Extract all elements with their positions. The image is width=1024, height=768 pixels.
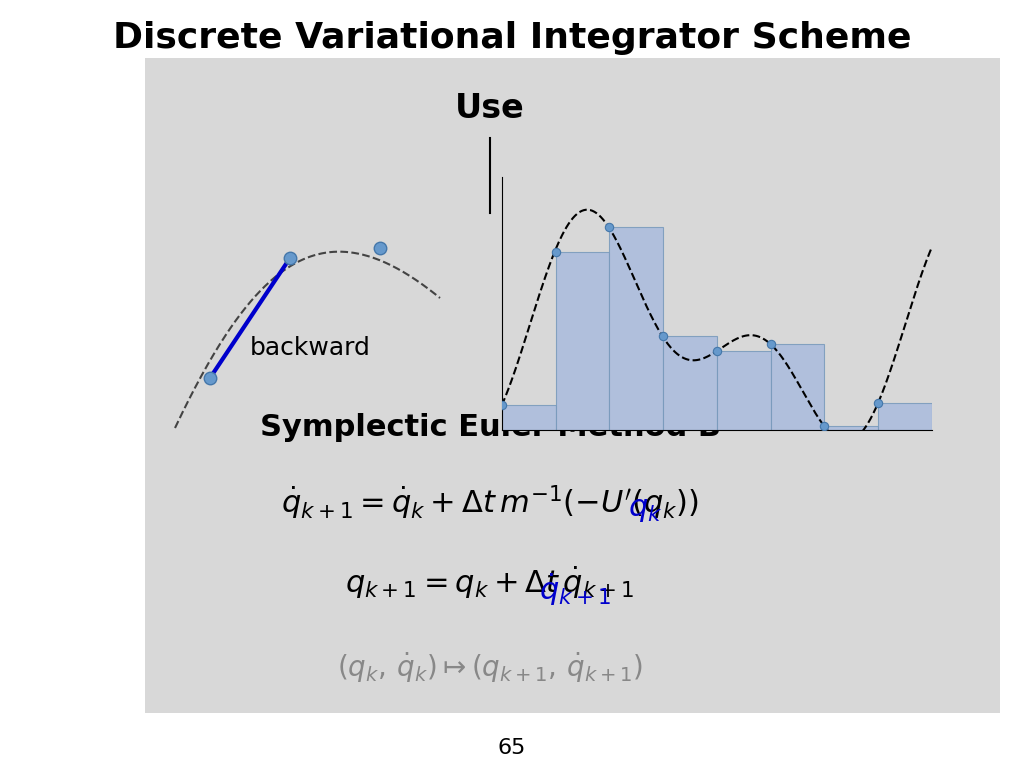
Text: backward: backward: [250, 336, 371, 360]
Bar: [878, 403, 932, 430]
Text: Use: Use: [455, 91, 525, 124]
Bar: [609, 227, 664, 430]
Text: Symplectic Euler Method B: Symplectic Euler Method B: [259, 413, 721, 442]
Text: $q_k$: $q_k$: [628, 495, 663, 525]
Bar: [770, 344, 824, 430]
Bar: [555, 252, 609, 430]
Text: $\dot{q}_{k+1}$: $\dot{q}_{k+1}$: [539, 571, 611, 608]
Bar: [502, 406, 555, 430]
Text: $\dot{q}_{k+1} = \dot{q}_k + \Delta t\, m^{-1}(-U'(q_k))$: $\dot{q}_{k+1} = \dot{q}_k + \Delta t\, …: [281, 484, 699, 522]
Bar: [717, 352, 770, 430]
Text: $(q_k,\, \dot{q}_k) \mapsto (q_{k+1},\, \dot{q}_{k+1})$: $(q_k,\, \dot{q}_k) \mapsto (q_{k+1},\, …: [337, 650, 643, 685]
Text: Discrete Variational Integrator Scheme: Discrete Variational Integrator Scheme: [113, 21, 911, 55]
Text: 65: 65: [498, 738, 526, 758]
Text: $q_{k+1} = q_k + \Delta t\, \dot{q}_{k+1}$: $q_{k+1} = q_k + \Delta t\, \dot{q}_{k+1…: [345, 564, 635, 601]
Text: (left) rectangular: (left) rectangular: [620, 366, 820, 390]
FancyBboxPatch shape: [145, 58, 1000, 713]
Bar: [664, 336, 717, 430]
Bar: [824, 426, 878, 430]
